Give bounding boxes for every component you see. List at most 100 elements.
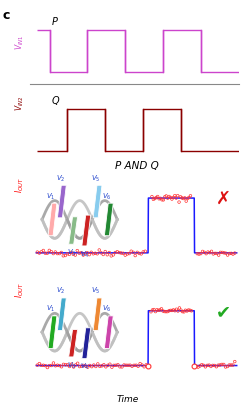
Point (104, 364, 108, 370)
Point (120, 364, 124, 370)
Point (35, 249, 39, 256)
Point (53, 249, 57, 256)
Point (166, 196, 169, 202)
Point (167, 194, 171, 200)
Text: $V_4$: $V_4$ (80, 249, 90, 259)
Point (49, 362, 53, 369)
Point (204, 251, 208, 257)
Point (144, 362, 148, 368)
Point (151, 196, 155, 203)
Point (127, 251, 131, 257)
Point (150, 194, 154, 200)
Point (181, 196, 185, 202)
Point (137, 251, 141, 257)
Point (218, 249, 222, 256)
Point (128, 362, 132, 369)
Point (176, 308, 180, 315)
Point (188, 307, 192, 314)
Point (78, 363, 82, 370)
Point (68, 363, 72, 370)
Point (187, 195, 191, 201)
Point (59, 249, 63, 256)
Point (177, 305, 181, 311)
Point (195, 251, 199, 257)
Point (105, 252, 109, 258)
Point (119, 250, 123, 257)
Point (184, 307, 187, 314)
Point (99, 250, 103, 256)
Point (61, 253, 65, 260)
Point (55, 251, 59, 257)
Point (115, 249, 119, 255)
Polygon shape (82, 328, 91, 359)
Point (81, 252, 85, 259)
Point (70, 361, 74, 367)
Point (118, 364, 122, 370)
Point (122, 362, 126, 369)
Point (113, 249, 117, 256)
Point (74, 362, 77, 368)
Point (198, 363, 202, 369)
Point (194, 363, 198, 370)
Point (75, 248, 79, 254)
Point (185, 308, 189, 314)
Point (94, 363, 98, 370)
Point (111, 252, 115, 258)
Point (177, 199, 181, 206)
Point (143, 248, 147, 255)
Point (65, 251, 69, 257)
Point (129, 248, 133, 255)
Text: $I_{OUT}$: $I_{OUT}$ (14, 176, 26, 192)
Point (92, 362, 96, 369)
Point (39, 249, 43, 256)
Point (229, 362, 233, 369)
Point (207, 362, 211, 369)
Point (73, 252, 77, 259)
Point (46, 364, 49, 371)
Point (132, 362, 136, 369)
Point (222, 361, 226, 368)
Text: $V_6$: $V_6$ (103, 303, 112, 313)
Point (63, 253, 67, 259)
Point (100, 363, 104, 369)
Point (76, 360, 80, 367)
Point (173, 193, 177, 199)
Point (216, 362, 220, 369)
Point (215, 364, 218, 370)
Point (205, 362, 209, 369)
Point (97, 247, 101, 254)
Point (136, 363, 140, 370)
Point (126, 362, 130, 369)
Point (79, 250, 83, 256)
Point (108, 361, 112, 368)
Point (63, 362, 67, 368)
Point (49, 249, 53, 255)
Point (226, 363, 230, 370)
Text: $V_5$: $V_5$ (91, 173, 101, 183)
Point (233, 250, 237, 257)
Point (211, 251, 215, 258)
Point (226, 252, 230, 259)
Point (58, 362, 62, 369)
Point (211, 362, 215, 369)
Point (107, 249, 111, 256)
Point (228, 251, 231, 257)
Point (138, 360, 142, 367)
Text: $I_{OUT}$: $I_{OUT}$ (14, 281, 26, 298)
Point (158, 307, 162, 313)
Point (41, 247, 45, 254)
Text: P: P (52, 17, 58, 27)
Point (189, 308, 193, 314)
Point (103, 249, 107, 255)
Point (213, 362, 216, 369)
Point (179, 194, 183, 200)
Point (121, 250, 125, 257)
Point (160, 197, 164, 203)
Point (159, 306, 163, 312)
Point (171, 307, 175, 313)
Point (174, 306, 178, 313)
Point (224, 250, 228, 257)
Point (98, 363, 102, 370)
Point (85, 250, 89, 256)
Polygon shape (57, 298, 66, 331)
